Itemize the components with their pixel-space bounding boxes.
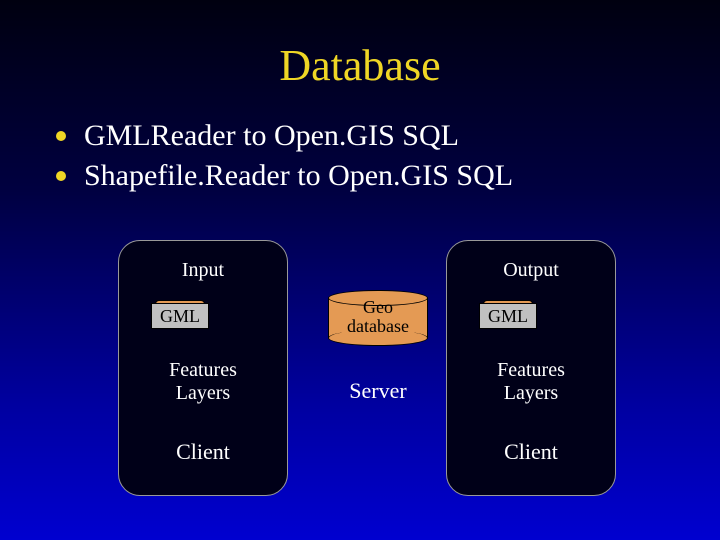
layers-line: Layers	[504, 382, 558, 404]
input-panel: Input GML Features Layers Client	[118, 240, 288, 496]
db-line: Geo	[363, 297, 393, 317]
architecture-diagram: Input GML Features Layers Client Output …	[118, 240, 618, 508]
features-line: Features	[497, 359, 565, 381]
bullet-list: GMLReader to Open.GIS SQL Shapefile.Read…	[0, 119, 720, 193]
server-label: Server	[328, 378, 428, 404]
database-cylinder: Geo database	[328, 290, 428, 340]
list-item: Shapefile.Reader to Open.GIS SQL	[56, 159, 720, 193]
client-label: Client	[471, 439, 591, 465]
list-item: GMLReader to Open.GIS SQL	[56, 119, 720, 153]
bullet-text: Shapefile.Reader to Open.GIS SQL	[84, 159, 513, 193]
output-panel-title: Output	[447, 259, 615, 282]
output-panel: Output GML Features Layers Client	[446, 240, 616, 496]
features-label: Features Layers	[471, 359, 591, 405]
bullet-text: GMLReader to Open.GIS SQL	[84, 119, 459, 153]
input-panel-title: Input	[119, 259, 287, 282]
layers-line: Layers	[176, 382, 230, 404]
gml-box: GML	[479, 303, 537, 329]
db-line: database	[347, 316, 409, 336]
gml-box: GML	[151, 303, 209, 329]
client-label: Client	[143, 439, 263, 465]
database-label: Geo database	[328, 298, 428, 336]
bullet-icon	[56, 171, 66, 181]
features-line: Features	[169, 359, 237, 381]
bullet-icon	[56, 131, 66, 141]
features-label: Features Layers	[143, 359, 263, 405]
page-title: Database	[0, 0, 720, 91]
